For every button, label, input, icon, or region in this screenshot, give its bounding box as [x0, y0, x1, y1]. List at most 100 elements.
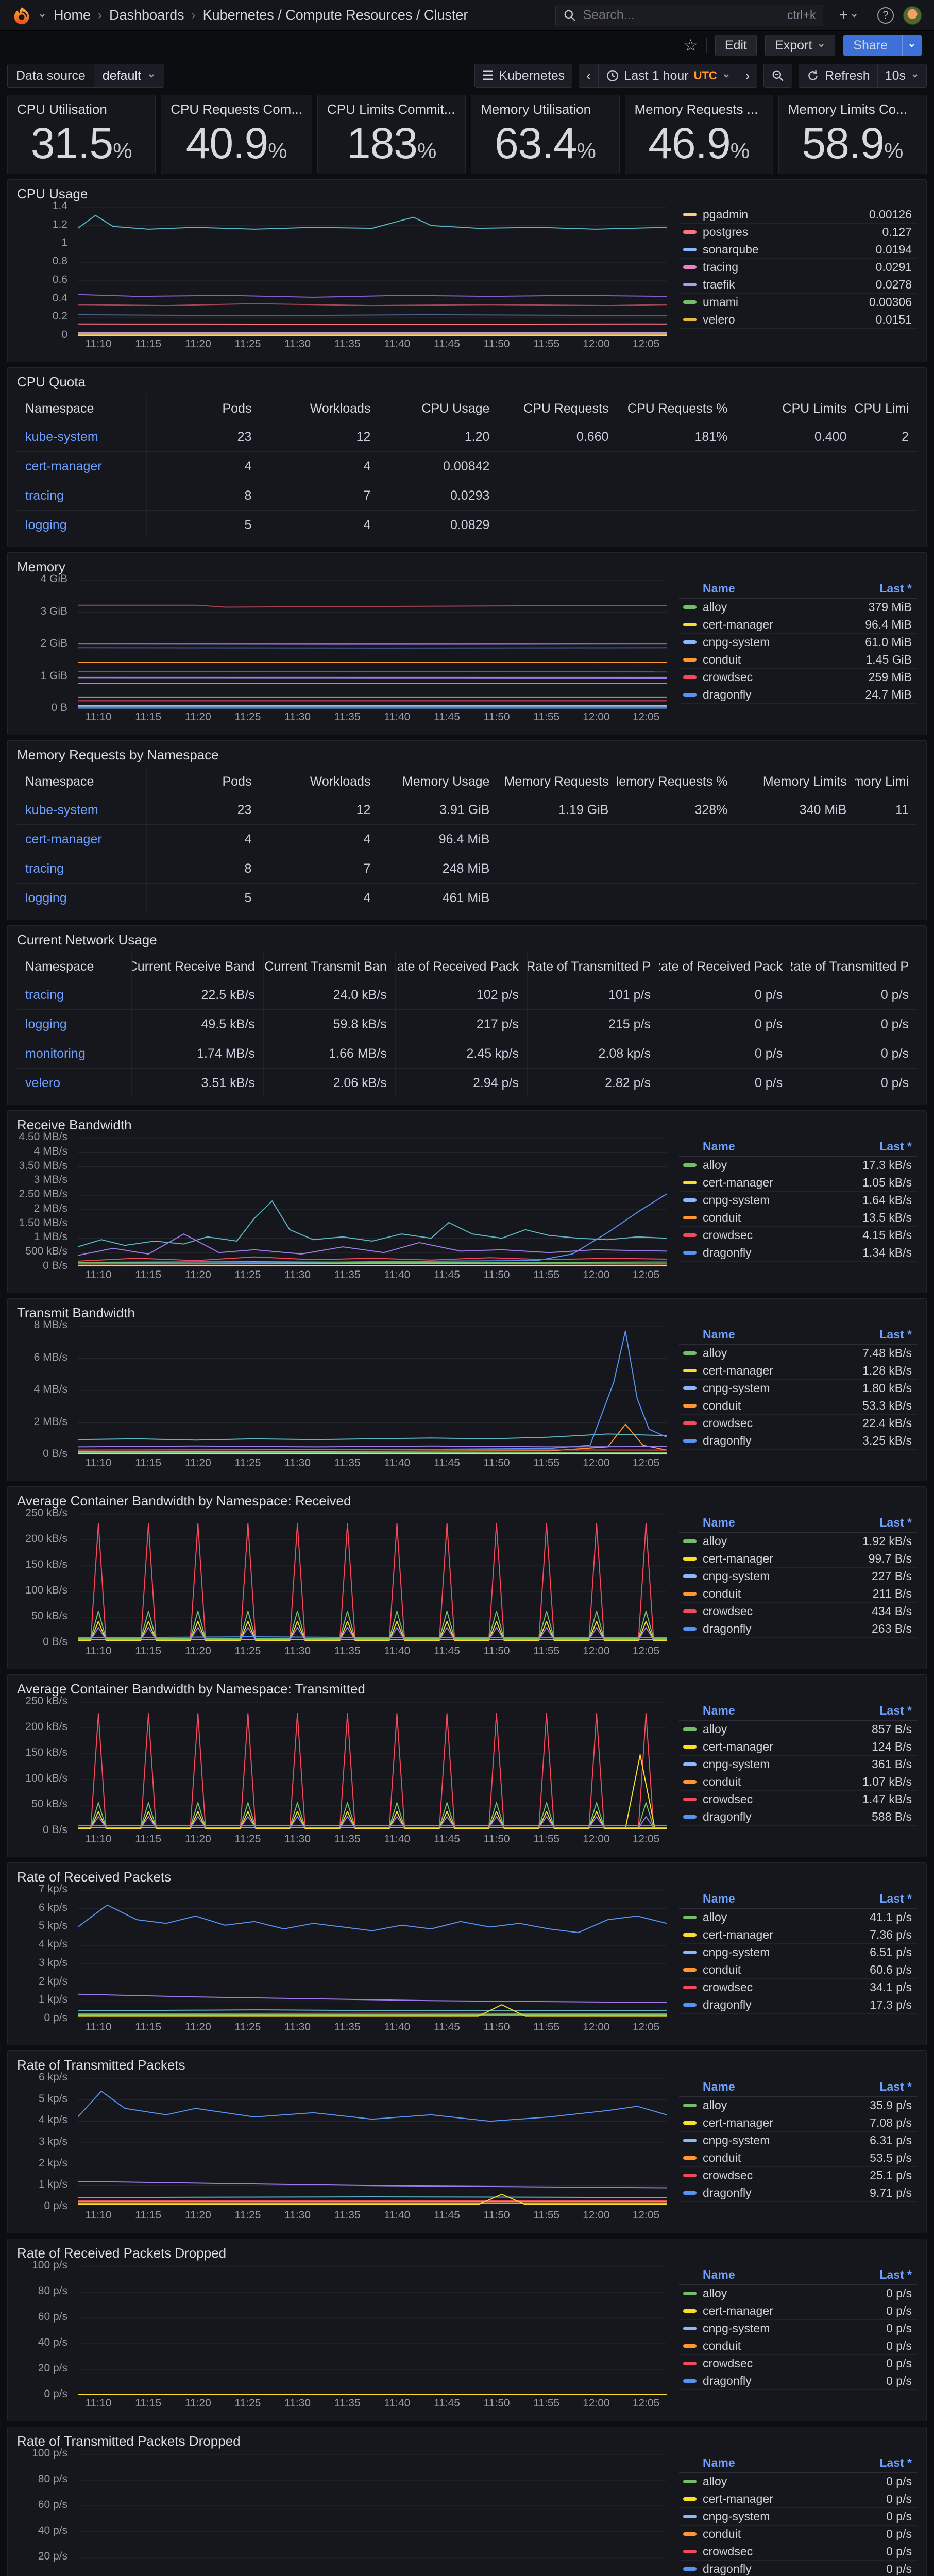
chart-plot-area[interactable]: [78, 1326, 667, 1455]
datasource-picker[interactable]: Data source default: [7, 64, 164, 88]
panel-title[interactable]: Average Container Bandwidth by Namespace…: [17, 1681, 365, 1697]
column-header[interactable]: Workloads: [260, 395, 379, 422]
column-header[interactable]: Namespace: [25, 959, 94, 974]
legend-item-sonarqube[interactable]: sonarqube 0.0194: [679, 241, 917, 259]
legend-item-conduit[interactable]: conduit 0 p/s: [679, 2526, 917, 2543]
legend-item-dragonfly[interactable]: dragonfly 1.34 kB/s: [679, 1244, 917, 1262]
legend-item-cert-manager[interactable]: cert-manager 7.08 p/s: [679, 2114, 917, 2132]
namespace-link[interactable]: tracing: [25, 861, 64, 876]
legend-item-cnpg-system[interactable]: cnpg-system 361 B/s: [679, 1756, 917, 1773]
grafana-logo-icon[interactable]: [12, 6, 31, 25]
column-header[interactable]: CPU Usage: [379, 395, 498, 422]
column-header[interactable]: Rate of Transmitted P: [791, 953, 917, 980]
chart-canvas[interactable]: [78, 580, 667, 709]
edit-button[interactable]: Edit: [715, 35, 757, 56]
legend-header-last[interactable]: Last *: [879, 2080, 912, 2093]
breadcrumb-dashboards[interactable]: Dashboards: [109, 7, 184, 23]
legend-item-conduit[interactable]: conduit 1.07 kB/s: [679, 1773, 917, 1791]
legend-header-name[interactable]: Name: [703, 2456, 735, 2469]
legend-item-dragonfly[interactable]: dragonfly 9.71 p/s: [679, 2184, 917, 2202]
column-header[interactable]: Rate of Received Pack: [659, 953, 791, 980]
panel-title[interactable]: Average Container Bandwidth by Namespace…: [17, 1493, 351, 1509]
column-header[interactable]: Current Receive Band: [131, 953, 263, 980]
namespace-link[interactable]: kube-system: [25, 429, 98, 444]
namespace-link[interactable]: cert-manager: [25, 832, 102, 846]
legend-header-name[interactable]: Name: [703, 1704, 735, 1717]
legend-header-last[interactable]: Last *: [879, 1704, 912, 1717]
column-header[interactable]: Memory Requests: [498, 768, 617, 795]
legend-item-alloy[interactable]: alloy 379 MiB: [679, 599, 917, 616]
chart-canvas[interactable]: [78, 1702, 667, 1831]
panel-title[interactable]: Memory Requests by Namespace: [17, 747, 219, 762]
column-header[interactable]: CPU Requests %: [617, 395, 736, 422]
legend-item-cert-manager[interactable]: cert-manager 96.4 MiB: [679, 616, 917, 634]
legend-item-cert-manager[interactable]: cert-manager 0 p/s: [679, 2302, 917, 2320]
time-range-back-button[interactable]: ‹: [586, 68, 591, 83]
legend-item-alloy[interactable]: alloy 41.1 p/s: [679, 1909, 917, 1926]
panel-title[interactable]: Rate of Transmitted Packets: [17, 2057, 185, 2073]
legend-item-cnpg-system[interactable]: cnpg-system 61.0 MiB: [679, 634, 917, 651]
legend-item-cert-manager[interactable]: cert-manager 7.36 p/s: [679, 1926, 917, 1944]
legend-item-cnpg-system[interactable]: cnpg-system 227 B/s: [679, 1568, 917, 1585]
legend-item-cert-manager[interactable]: cert-manager 124 B/s: [679, 1738, 917, 1756]
legend-item-cert-manager[interactable]: cert-manager 1.28 kB/s: [679, 1362, 917, 1380]
panel-title[interactable]: Memory: [17, 559, 65, 574]
column-header[interactable]: Memory Usage: [379, 768, 498, 795]
legend-item-tracing[interactable]: tracing 0.0291: [679, 259, 917, 276]
legend-item-alloy[interactable]: alloy 1.92 kB/s: [679, 1533, 917, 1550]
legend-item-dragonfly[interactable]: dragonfly 24.7 MiB: [679, 686, 917, 704]
chart-plot-area[interactable]: [78, 2266, 667, 2395]
help-icon[interactable]: ?: [877, 7, 894, 24]
share-button[interactable]: Share: [853, 38, 888, 53]
legend-header-name[interactable]: Name: [703, 2268, 735, 2281]
namespace-link[interactable]: kube-system: [25, 802, 98, 817]
legend-item-cnpg-system[interactable]: cnpg-system 1.64 kB/s: [679, 1192, 917, 1209]
legend-header-name[interactable]: Name: [703, 2080, 735, 2093]
column-header[interactable]: Memory Limi: [855, 768, 917, 795]
column-header[interactable]: Pods: [146, 395, 260, 422]
legend-item-dragonfly[interactable]: dragonfly 17.3 p/s: [679, 1996, 917, 2014]
variable-filter-kubernetes[interactable]: ☰ Kubernetes: [482, 68, 565, 83]
legend-item-dragonfly[interactable]: dragonfly 3.25 kB/s: [679, 1432, 917, 1450]
chart-canvas[interactable]: [78, 2454, 667, 2576]
legend-item-cnpg-system[interactable]: cnpg-system 6.31 p/s: [679, 2132, 917, 2149]
legend-header-name[interactable]: Name: [703, 1892, 735, 1905]
legend-item-cert-manager[interactable]: cert-manager 99.7 B/s: [679, 1550, 917, 1568]
legend-header-name[interactable]: Name: [703, 1140, 735, 1153]
column-header[interactable]: Rate of Transmitted P: [527, 953, 659, 980]
legend-item-dragonfly[interactable]: dragonfly 588 B/s: [679, 1808, 917, 1826]
breadcrumb-home[interactable]: Home: [54, 7, 91, 23]
search-input[interactable]: [582, 7, 782, 23]
legend-item-velero[interactable]: velero 0.0151: [679, 311, 917, 329]
chart-canvas[interactable]: [78, 1326, 667, 1455]
legend-item-crowdsec[interactable]: crowdsec 34.1 p/s: [679, 1979, 917, 1996]
chart-plot-area[interactable]: [78, 1138, 667, 1267]
chart-plot-area[interactable]: [78, 1890, 667, 2019]
legend-header-last[interactable]: Last *: [879, 1516, 912, 1529]
legend-header-last[interactable]: Last *: [879, 2268, 912, 2281]
breadcrumb-current[interactable]: Kubernetes / Compute Resources / Cluster: [202, 7, 468, 23]
legend-item-crowdsec[interactable]: crowdsec 259 MiB: [679, 669, 917, 686]
legend-header-last[interactable]: Last *: [879, 582, 912, 595]
legend-item-conduit[interactable]: conduit 211 B/s: [679, 1585, 917, 1603]
column-header[interactable]: Rate of Received Pack: [395, 953, 527, 980]
column-header[interactable]: Memory Requests %: [617, 768, 736, 795]
chart-plot-area[interactable]: [78, 207, 667, 336]
namespace-link[interactable]: logging: [25, 517, 67, 532]
panel-title[interactable]: Transmit Bandwidth: [17, 1305, 135, 1320]
legend-header-last[interactable]: Last *: [879, 1892, 912, 1905]
search-box[interactable]: ctrl+k: [555, 4, 824, 26]
legend-item-crowdsec[interactable]: crowdsec 1.47 kB/s: [679, 1791, 917, 1808]
legend-item-cnpg-system[interactable]: cnpg-system 1.80 kB/s: [679, 1380, 917, 1397]
legend-item-alloy[interactable]: alloy 0 p/s: [679, 2473, 917, 2490]
datasource-value[interactable]: default: [93, 64, 164, 87]
legend-item-alloy[interactable]: alloy 857 B/s: [679, 1721, 917, 1738]
chart-canvas[interactable]: [78, 2266, 667, 2395]
namespace-link[interactable]: cert-manager: [25, 459, 102, 473]
legend-header-name[interactable]: Name: [703, 1328, 735, 1341]
time-range-forward-button[interactable]: ›: [737, 64, 757, 87]
panel-title[interactable]: CPU Usage: [17, 186, 88, 201]
namespace-link[interactable]: tracing: [25, 987, 64, 1002]
panel-title[interactable]: Rate of Received Packets: [17, 1869, 172, 1885]
column-header[interactable]: Memory Limits: [736, 768, 855, 795]
